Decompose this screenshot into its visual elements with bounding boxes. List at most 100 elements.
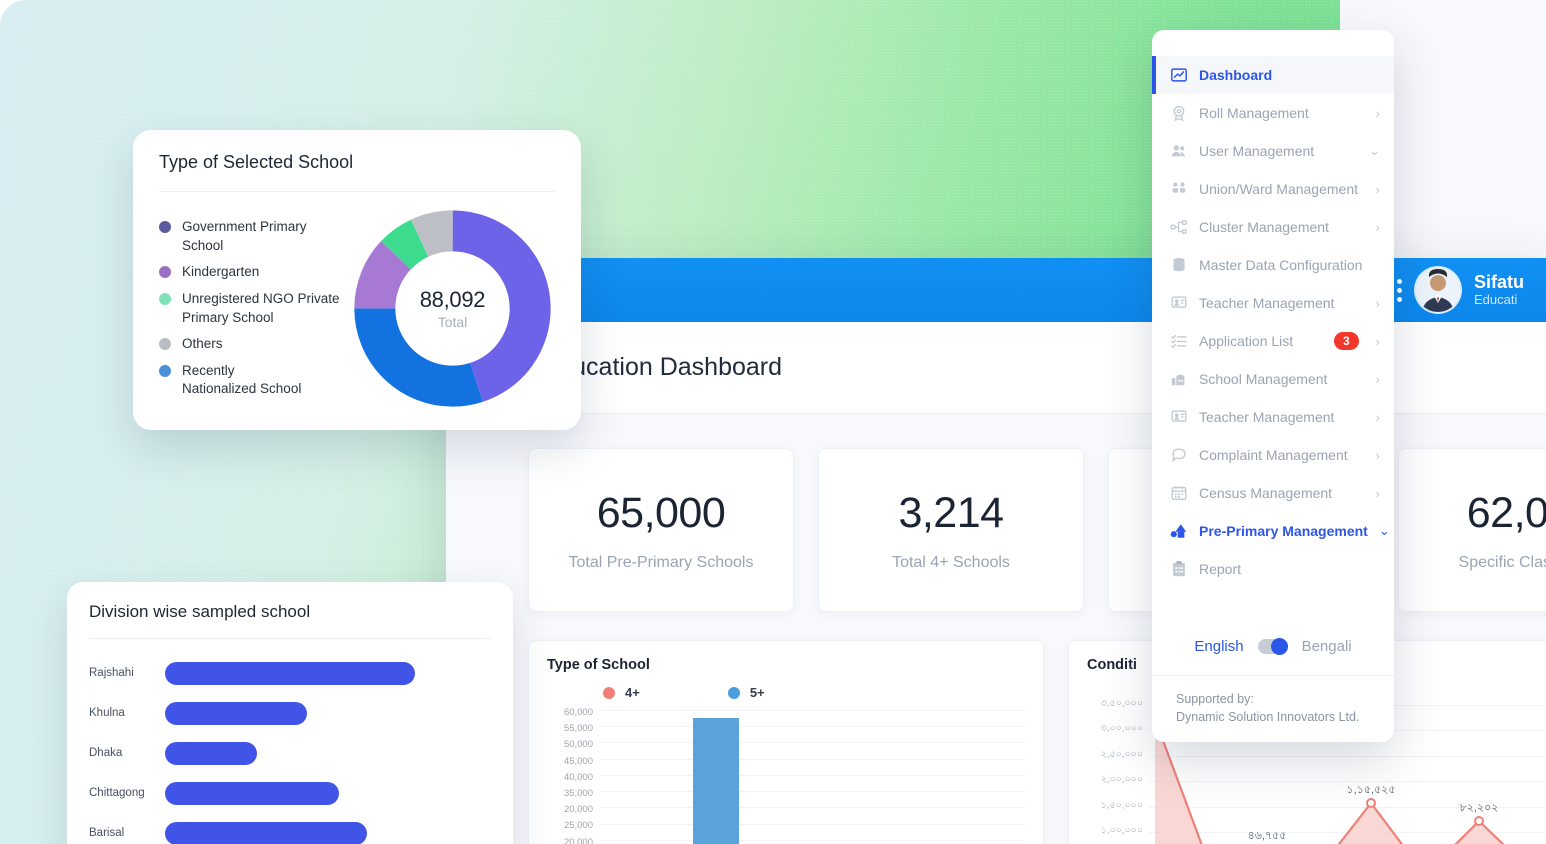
bar-row: Chittagong [89,773,513,813]
support-footer: Supported by: Dynamic Solution Innovator… [1152,674,1394,742]
chevron-right-icon: › [1375,371,1380,387]
legend-item-5plus[interactable]: 5+ [727,685,765,700]
sidebar-item-master-data-configuration[interactable]: Master Data Configuration [1152,246,1394,284]
bar-label: Rajshahi [89,667,134,679]
language-toggle[interactable] [1257,637,1288,655]
support-company: Dynamic Solution Innovators Ltd. [1176,709,1360,724]
chevron-right-icon: › [1375,219,1380,235]
sidebar-item-label: Roll Management [1199,105,1309,121]
badge-icon [1173,105,1185,122]
stat-label: Total Pre-Primary Schools [568,553,754,571]
sidebar-scroll-area[interactable]: Dashboard Roll Management › User Managem… [1152,30,1394,622]
y-tick: 40,000 [563,771,593,783]
type-of-school-panel: Type of School 4+ 5+ 60,000 55,000 [528,640,1044,844]
y-tick: 35,000 [563,787,593,799]
teacher-icon [1171,296,1187,308]
legend-dot-icon [727,686,740,699]
panel-title: Conditi [1087,657,1137,673]
sidebar-item-school-management[interactable]: School Management › [1152,360,1394,398]
y-tick: 20,000 [563,804,593,816]
shapes-icon [1170,524,1187,538]
sidebar-item-label: User Management [1199,143,1315,159]
sidebar-item-user-management[interactable]: User Management ⌄ [1152,132,1394,170]
users-icon [1171,145,1186,157]
legend-item[interactable]: Others [159,335,348,354]
legend-dot-icon [159,292,171,305]
y-axis-ticks: 60,000 55,000 50,000 45,000 40,000 35,00… [547,708,601,844]
chart-line-icon [1171,68,1187,82]
list-check-icon [1171,334,1187,349]
bar-row: Dhaka [89,733,513,773]
legend-label: Others [182,336,223,352]
legend-dot-icon [159,364,171,377]
y-tick: ১,০০,০০০ [1100,824,1143,836]
stat-value: 62,034 [1466,488,1546,537]
support-label: Supported by: [1176,691,1254,706]
stat-card: 3,214 Total 4+ Schools [818,448,1084,612]
sidebar-item-label: Master Data Configuration [1199,257,1363,273]
legend-item[interactable]: Recently Nationalized School [159,362,348,399]
chevron-right-icon: › [1375,485,1380,501]
sidebar-item-label: Dashboard [1199,67,1273,83]
sidebar-item-complaint-management[interactable]: Complaint Management › [1152,436,1394,474]
legend-item[interactable]: Government Primary School [159,218,348,255]
bar[interactable] [165,741,257,765]
donut-chart: 88,092 Total [350,206,555,411]
language-option-bengali[interactable]: Bengali [1301,637,1352,655]
calendar-icon [1171,486,1187,500]
teacher-icon [1171,410,1187,422]
sidebar-item-cluster-management[interactable]: Cluster Management › [1152,208,1394,246]
language-toggle-row: English Bengali [1152,622,1394,675]
sidebar-item-union-ward-management[interactable]: Union/Ward Management › [1152,170,1394,208]
sidebar-item-pre-primary-management[interactable]: Pre-Primary Management ⌄ [1152,512,1394,550]
sidebar-item-dashboard[interactable]: Dashboard [1152,56,1394,94]
legend-label: Kindergarten [182,264,260,280]
sidebar-item-census-management[interactable]: Census Management › [1152,474,1394,512]
bar[interactable] [165,821,367,844]
legend-label: Recently Nationalized School [182,362,302,397]
bar-label: Dhaka [89,747,123,759]
stat-label: Specific Classrooms [1458,553,1546,571]
people-grid-icon [1172,182,1186,193]
y-tick: 25,000 [563,820,593,832]
bar-row: Barisal [89,813,513,844]
legend-label: Unregistered NGO Private Primary School [182,290,340,325]
plot-area [601,708,1025,844]
chevron-right-icon: › [1375,409,1380,425]
bar[interactable] [165,661,415,685]
sidebar-item-label: Report [1199,561,1242,577]
bar-5plus[interactable] [693,718,739,844]
sidebar-item-report[interactable]: Report [1152,550,1394,588]
y-tick: 50,000 [563,739,593,751]
sidebar-item-label: Pre-Primary Management [1199,523,1368,539]
bar-row: Rajshahi [89,653,513,693]
sidebar-item-teacher-management[interactable]: Teacher Management › [1152,284,1394,322]
chart-panel-row: Type of School 4+ 5+ 60,000 55,000 [446,612,1546,844]
chart-legend: 4+ 5+ [547,673,1025,708]
divider [159,191,555,192]
donut-legend: Government Primary School Kindergarten U… [159,210,348,407]
panel-title: Type of School [547,657,650,673]
bar[interactable] [165,781,339,805]
donut-total-value: 88,092 [419,287,486,312]
avatar[interactable] [1415,268,1460,312]
sidebar-item-label: Census Management [1199,485,1333,501]
clipboard-icon [1173,561,1185,577]
chevron-right-icon: › [1375,295,1380,311]
chevron-right-icon: › [1375,447,1380,463]
y-tick: ২,৫০,০০০ [1100,748,1143,760]
sidebar-item-label: Cluster Management [1199,219,1329,235]
user-role: Educati [1473,291,1518,307]
language-option-english[interactable]: English [1194,637,1244,655]
sidebar-item-application-list[interactable]: Application List 3 › [1152,322,1394,360]
donut-svg [354,210,551,407]
legend-item-4plus[interactable]: 4+ [603,685,640,700]
legend-item[interactable]: Kindergarten [159,263,348,282]
legend-item[interactable]: Unregistered NGO Private Primary School [159,290,348,327]
sidebar-item-roll-management[interactable]: Roll Management › [1152,94,1394,132]
bar[interactable] [165,701,307,725]
stat-card: 65,000 Total Pre-Primary Schools [528,448,794,612]
sidebar-item-teacher-management-2[interactable]: Teacher Management › [1152,398,1394,436]
navigation-sidebar: Dashboard Roll Management › User Managem… [1152,30,1394,742]
